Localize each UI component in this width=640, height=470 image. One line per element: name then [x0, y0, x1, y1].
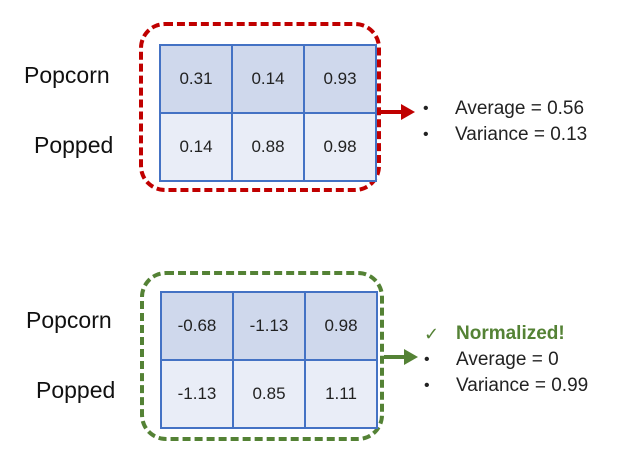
right-arrow-icon [384, 349, 418, 365]
checkmark-icon: ✓ [424, 323, 440, 344]
row-label-popcorn: Popcorn [26, 307, 112, 333]
normalized-values-panel: Popcorn Popped -0.68 -1.13 0.98 -1.13 0.… [0, 245, 640, 470]
normalized-stats-list: ✓ Normalized! • Average = 0 • Variance = 0.… [424, 321, 588, 399]
stat-average: • Average = 0.56 [423, 98, 585, 119]
row-label-popcorn: Popcorn [24, 62, 110, 88]
stat-average: • Average = 0 [424, 349, 559, 370]
matrix-cell: 0.14 [160, 113, 232, 181]
stat-average-text: Average = 0.56 [455, 98, 585, 119]
matrix-cell: -1.13 [161, 360, 233, 428]
normalized-values-dashed-box [140, 271, 384, 441]
matrix-cell: 0.31 [160, 45, 232, 113]
row-label-popped: Popped [34, 132, 114, 158]
matrix-cell: 0.14 [232, 45, 304, 113]
matrix-cell: 0.93 [304, 45, 376, 113]
stat-variance-text: Variance = 0.99 [456, 375, 589, 396]
stat-variance: • Variance = 0.99 [424, 375, 589, 396]
right-arrow-icon [381, 104, 415, 120]
matrix-cell: -1.13 [233, 292, 305, 360]
raw-values-dashed-box [139, 22, 381, 192]
stat-average-text: Average = 0 [456, 349, 559, 370]
normalized-status: ✓ Normalized! [424, 321, 588, 347]
raw-values-panel: Popcorn Popped 0.31 0.14 0.93 0.14 0.88 … [24, 22, 587, 192]
stat-variance: • Variance = 0.13 [423, 124, 588, 145]
normalized-values-matrix: -0.68 -1.13 0.98 -1.13 0.85 1.11 [160, 291, 378, 429]
raw-stats-list: • Average = 0.56 • Variance = 0.13 [423, 96, 587, 148]
row-label-popped: Popped [36, 377, 116, 403]
matrix-cell: 1.11 [305, 360, 377, 428]
matrix-cell: 0.88 [232, 113, 304, 181]
matrix-cell: 0.98 [304, 113, 376, 181]
raw-values-matrix: 0.31 0.14 0.93 0.14 0.88 0.98 [159, 44, 377, 182]
matrix-cell: 0.98 [305, 292, 377, 360]
matrix-cell: -0.68 [161, 292, 233, 360]
normalized-status-text: Normalized! [456, 323, 565, 344]
stat-variance-text: Variance = 0.13 [455, 124, 588, 145]
matrix-cell: 0.85 [233, 360, 305, 428]
